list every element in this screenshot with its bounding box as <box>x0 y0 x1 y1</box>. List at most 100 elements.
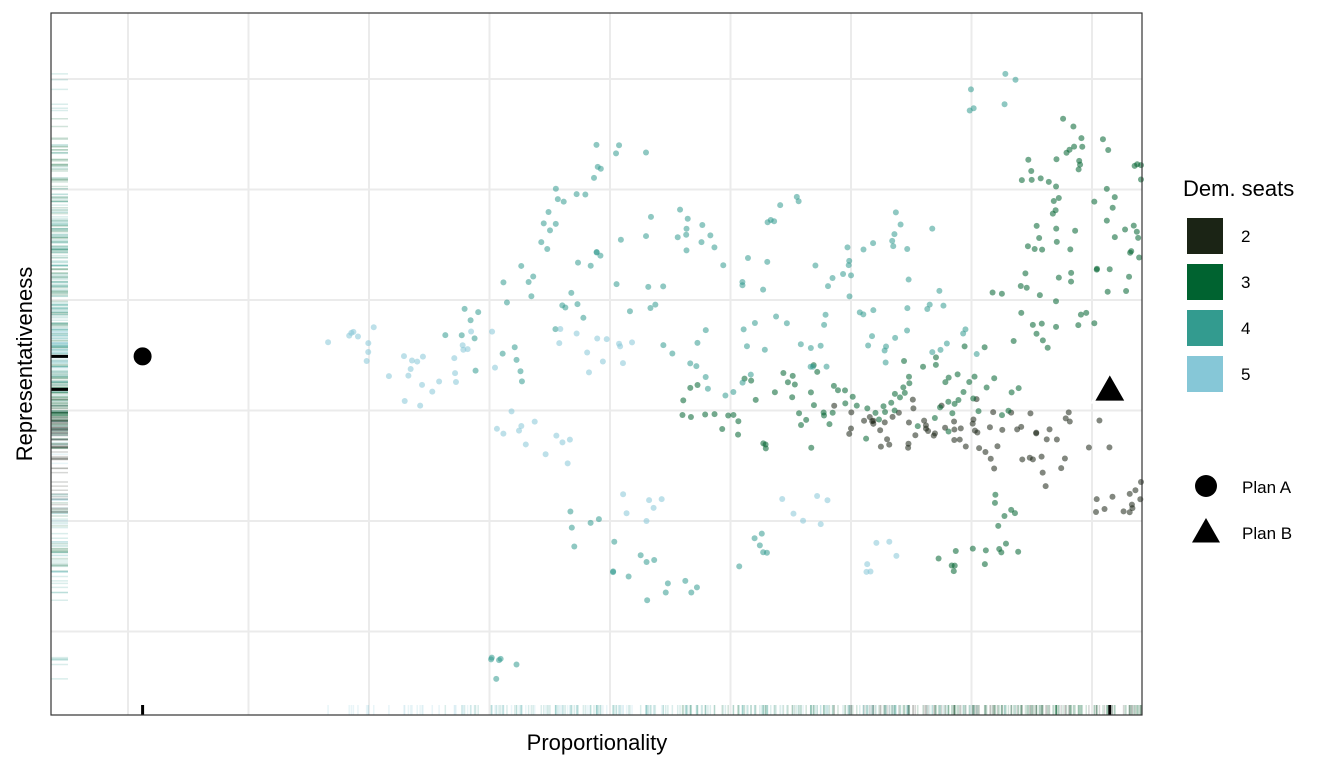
data-point-3 <box>1045 178 1052 185</box>
data-point-4 <box>552 220 559 227</box>
data-point-3 <box>1060 115 1067 122</box>
data-point-2 <box>1085 444 1092 451</box>
data-point-4 <box>559 302 566 309</box>
data-point-4 <box>662 589 669 596</box>
data-point-4 <box>892 334 899 341</box>
data-point-2 <box>987 455 994 462</box>
data-point-4 <box>497 655 504 662</box>
data-point-4 <box>643 558 650 565</box>
legend-circle-icon <box>1195 475 1217 497</box>
data-point-2 <box>909 396 916 403</box>
data-point-4 <box>960 330 967 337</box>
data-point-4 <box>587 262 594 269</box>
data-point-4 <box>807 344 814 351</box>
data-point-4 <box>677 206 684 213</box>
data-point-2 <box>1061 455 1068 462</box>
data-point-4 <box>613 150 620 157</box>
data-point-2 <box>1138 479 1144 486</box>
data-point-3 <box>771 389 778 396</box>
data-point-2 <box>847 425 854 432</box>
data-point-2 <box>846 430 853 437</box>
data-point-4 <box>591 174 598 181</box>
data-point-4 <box>593 141 600 148</box>
data-point-3 <box>798 421 805 428</box>
data-point-3 <box>1037 175 1044 182</box>
data-point-5 <box>522 441 529 448</box>
data-point-2 <box>1062 415 1069 422</box>
data-point-3 <box>1103 217 1110 224</box>
data-point-4 <box>809 363 816 370</box>
data-point-4 <box>458 332 465 339</box>
data-point-4 <box>926 301 933 308</box>
data-point-3 <box>810 402 817 409</box>
data-point-2 <box>970 416 977 423</box>
data-point-3 <box>1076 157 1083 164</box>
data-point-3 <box>1077 311 1084 318</box>
data-point-5 <box>779 495 786 502</box>
data-point-2 <box>877 427 884 434</box>
data-point-3 <box>1068 269 1075 276</box>
data-point-4 <box>674 234 681 241</box>
data-point-2 <box>861 417 868 424</box>
shape-legend-label: Plan A <box>1242 478 1292 497</box>
data-point-5 <box>643 517 650 524</box>
data-point-4 <box>924 306 931 313</box>
data-point-3 <box>719 426 726 433</box>
data-point-3 <box>945 398 952 405</box>
data-point-5 <box>414 358 421 365</box>
data-point-4 <box>744 254 751 261</box>
plot-panel-border <box>50 12 1143 716</box>
data-point-2 <box>1120 508 1127 515</box>
data-point-2 <box>976 445 983 452</box>
data-point-2 <box>951 426 958 433</box>
data-point-2 <box>1058 465 1065 472</box>
data-point-4 <box>611 538 618 545</box>
data-point-5 <box>348 329 355 336</box>
data-point-3 <box>882 408 889 415</box>
data-point-3 <box>1008 506 1015 513</box>
data-point-5 <box>556 340 563 347</box>
data-point-5 <box>617 343 624 350</box>
data-point-3 <box>1075 322 1082 329</box>
data-point-4 <box>711 244 718 251</box>
data-point-5 <box>619 360 626 367</box>
data-point-5 <box>451 355 458 362</box>
data-point-5 <box>407 366 414 373</box>
data-point-4 <box>937 346 944 353</box>
data-point-5 <box>365 340 372 347</box>
data-point-4 <box>493 675 500 682</box>
data-point-4 <box>683 225 690 232</box>
data-point-2 <box>884 436 891 443</box>
data-point-2 <box>991 465 998 472</box>
data-point-3 <box>896 394 903 401</box>
data-point-3 <box>970 395 977 402</box>
data-point-3 <box>687 384 694 391</box>
data-point-4 <box>783 320 790 327</box>
data-point-3 <box>830 382 837 389</box>
data-point-2 <box>1128 501 1135 508</box>
data-point-2 <box>1109 493 1116 500</box>
data-point-5 <box>886 538 893 545</box>
data-point-5 <box>493 425 500 432</box>
data-point-4 <box>736 563 743 570</box>
data-point-2 <box>930 432 937 439</box>
data-point-4 <box>739 282 746 289</box>
data-point-2 <box>912 432 919 439</box>
data-point-3 <box>900 384 907 391</box>
x-rug <box>327 705 1142 715</box>
data-point-3 <box>821 412 828 419</box>
data-point-2 <box>982 449 989 456</box>
data-point-4 <box>593 249 600 256</box>
data-point-5 <box>646 497 653 504</box>
data-point-2 <box>922 422 929 429</box>
data-point-4 <box>929 225 936 232</box>
data-point-3 <box>1104 288 1111 295</box>
data-point-2 <box>905 419 912 426</box>
data-point-3 <box>888 399 895 406</box>
data-point-3 <box>996 546 1003 553</box>
data-point-2 <box>957 425 964 432</box>
data-point-5 <box>429 388 436 395</box>
data-point-5 <box>460 346 467 353</box>
data-point-3 <box>1123 288 1130 295</box>
